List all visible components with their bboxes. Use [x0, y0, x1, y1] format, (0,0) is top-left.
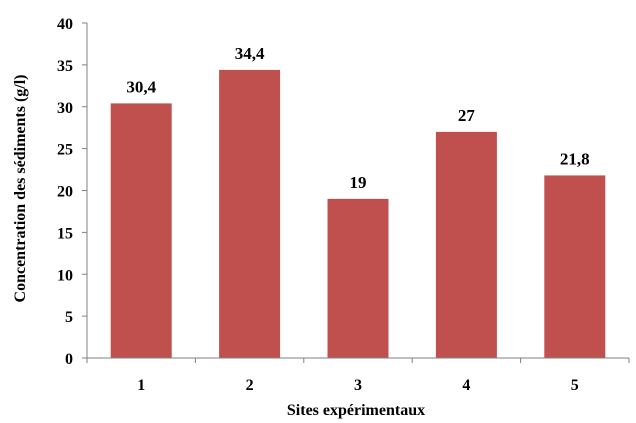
y-axis-title: Concentration des sédiments (g/l)	[12, 75, 29, 303]
data-label: 27	[458, 106, 476, 125]
x-tick-label: 2	[246, 377, 254, 394]
y-tick-label: 25	[57, 142, 73, 159]
x-tick-label: 1	[137, 377, 145, 394]
data-labels: 30,4 34,4 19 27 21,8	[126, 44, 589, 192]
data-label: 30,4	[126, 77, 156, 96]
x-axis-ticks	[86, 358, 630, 363]
y-tick-label: 35	[57, 58, 73, 75]
data-label: 21,8	[560, 149, 590, 168]
y-tick-label: 40	[57, 16, 73, 33]
y-tick-label: 20	[57, 184, 73, 201]
y-tick-label: 0	[65, 351, 73, 368]
y-axis-ticks	[82, 22, 87, 359]
x-tick-label: 3	[354, 377, 362, 394]
data-label: 34,4	[235, 44, 265, 63]
y-tick-label: 15	[57, 225, 73, 242]
bar-site-5	[544, 175, 606, 358]
x-tick-label: 4	[462, 377, 470, 394]
bar-site-2	[219, 69, 281, 359]
bar-site-4	[435, 131, 497, 358]
y-axis-tick-labels: 0 5 10 15 20 25 30 35 40	[57, 16, 73, 368]
bar-site-1	[110, 103, 172, 359]
x-tick-label: 5	[571, 377, 579, 394]
bars	[110, 69, 606, 359]
x-axis-tick-labels: 1 2 3 4 5	[137, 377, 579, 394]
x-axis-title: Sites expérimentaux	[287, 402, 425, 419]
y-tick-label: 30	[57, 100, 73, 117]
data-label: 19	[350, 173, 367, 192]
y-tick-label: 5	[65, 309, 73, 326]
bar-site-3	[327, 198, 389, 358]
y-tick-label: 10	[57, 267, 73, 284]
